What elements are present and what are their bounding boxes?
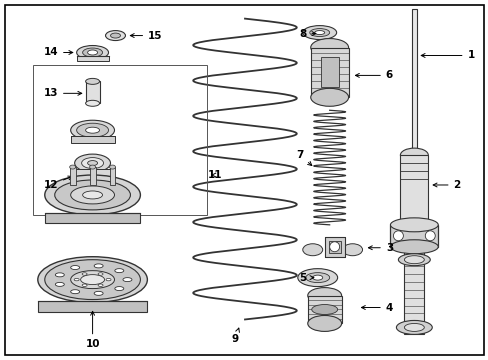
Ellipse shape <box>314 31 324 35</box>
Ellipse shape <box>393 231 403 241</box>
Ellipse shape <box>85 100 100 106</box>
Ellipse shape <box>312 275 322 280</box>
Ellipse shape <box>307 288 341 303</box>
Bar <box>69 167 76 185</box>
Ellipse shape <box>115 287 123 291</box>
Ellipse shape <box>115 269 123 273</box>
Bar <box>404 242 424 334</box>
Ellipse shape <box>309 28 329 37</box>
Ellipse shape <box>82 48 102 57</box>
Bar <box>324 237 344 257</box>
Text: 13: 13 <box>43 88 81 98</box>
Ellipse shape <box>89 165 95 169</box>
Ellipse shape <box>74 278 79 281</box>
Ellipse shape <box>45 260 140 300</box>
Ellipse shape <box>307 315 341 332</box>
Text: 6: 6 <box>355 71 392 80</box>
Ellipse shape <box>396 320 431 334</box>
Ellipse shape <box>389 218 437 232</box>
Bar <box>89 167 95 185</box>
Ellipse shape <box>81 275 104 285</box>
Text: 14: 14 <box>43 48 73 58</box>
Bar <box>411 9 416 175</box>
Bar <box>77 57 108 62</box>
Bar <box>307 296 341 323</box>
Ellipse shape <box>110 33 120 38</box>
Ellipse shape <box>45 175 140 215</box>
Text: 9: 9 <box>231 328 239 345</box>
Ellipse shape <box>404 323 424 332</box>
Bar <box>38 301 147 312</box>
Ellipse shape <box>105 31 125 41</box>
Bar <box>109 167 115 185</box>
Ellipse shape <box>311 305 337 315</box>
Ellipse shape <box>38 257 147 302</box>
Ellipse shape <box>71 120 114 140</box>
Ellipse shape <box>122 278 132 282</box>
Ellipse shape <box>310 88 348 106</box>
Ellipse shape <box>85 78 100 84</box>
Text: 15: 15 <box>130 31 163 41</box>
Ellipse shape <box>77 123 108 137</box>
Ellipse shape <box>82 273 87 275</box>
Ellipse shape <box>87 50 98 55</box>
Ellipse shape <box>400 223 427 237</box>
Ellipse shape <box>106 278 111 281</box>
Ellipse shape <box>425 231 434 241</box>
Ellipse shape <box>69 165 76 169</box>
Bar <box>320 58 338 87</box>
Bar <box>75 169 110 177</box>
Text: 2: 2 <box>432 180 460 190</box>
Ellipse shape <box>398 254 429 266</box>
Ellipse shape <box>98 284 103 287</box>
Ellipse shape <box>297 269 337 287</box>
Bar <box>328 241 340 253</box>
Bar <box>85 81 100 103</box>
Ellipse shape <box>310 39 348 57</box>
Bar <box>389 225 437 247</box>
Ellipse shape <box>342 244 362 256</box>
Ellipse shape <box>87 161 98 166</box>
Ellipse shape <box>71 271 114 289</box>
Ellipse shape <box>71 186 114 204</box>
Ellipse shape <box>305 273 329 283</box>
Ellipse shape <box>329 242 339 252</box>
Ellipse shape <box>389 240 437 254</box>
Text: 8: 8 <box>299 28 315 39</box>
Ellipse shape <box>94 264 103 268</box>
Ellipse shape <box>75 154 110 172</box>
Ellipse shape <box>98 273 103 275</box>
Bar <box>310 48 348 97</box>
Text: 10: 10 <box>85 311 100 349</box>
Ellipse shape <box>85 127 100 133</box>
Ellipse shape <box>71 266 80 270</box>
Ellipse shape <box>302 244 322 256</box>
Text: 12: 12 <box>43 176 72 190</box>
Bar <box>71 136 114 143</box>
Ellipse shape <box>302 26 336 40</box>
Ellipse shape <box>82 284 87 287</box>
Ellipse shape <box>82 191 102 199</box>
Text: 4: 4 <box>361 302 392 312</box>
Text: 3: 3 <box>367 243 392 253</box>
Ellipse shape <box>55 282 64 286</box>
Bar <box>400 155 427 230</box>
Text: 5: 5 <box>299 273 313 283</box>
Ellipse shape <box>71 290 80 294</box>
Ellipse shape <box>404 256 424 264</box>
Ellipse shape <box>77 45 108 59</box>
Bar <box>45 213 140 223</box>
Bar <box>33 66 207 215</box>
Ellipse shape <box>55 180 130 210</box>
Ellipse shape <box>94 291 103 295</box>
Ellipse shape <box>55 273 64 277</box>
Ellipse shape <box>109 165 115 169</box>
Text: 11: 11 <box>207 170 222 180</box>
Ellipse shape <box>400 148 427 162</box>
Ellipse shape <box>81 158 103 168</box>
Text: 1: 1 <box>420 50 474 60</box>
Text: 7: 7 <box>296 150 311 166</box>
